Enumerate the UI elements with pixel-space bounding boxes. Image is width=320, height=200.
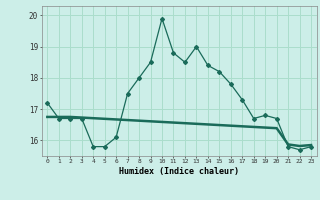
X-axis label: Humidex (Indice chaleur): Humidex (Indice chaleur)	[119, 167, 239, 176]
